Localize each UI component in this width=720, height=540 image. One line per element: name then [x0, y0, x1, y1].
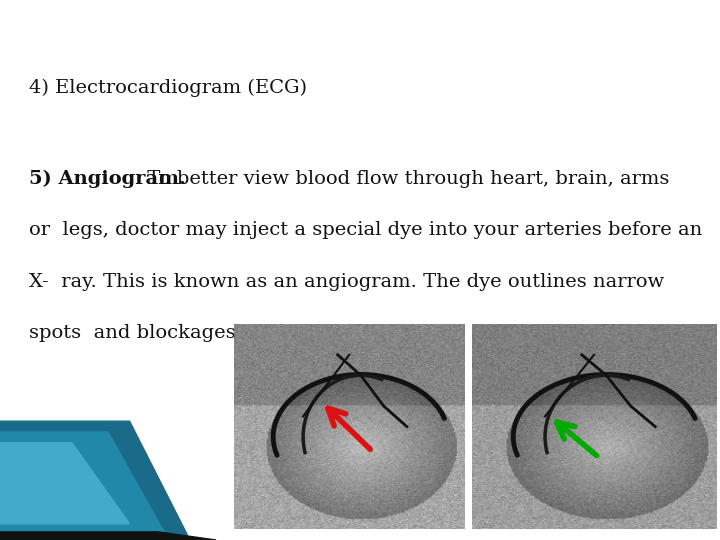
Text: To better view blood flow through heart, brain, arms: To better view blood flow through heart,… — [141, 170, 670, 188]
Polygon shape — [0, 421, 187, 540]
Text: 5) Angiogram.: 5) Angiogram. — [29, 170, 186, 188]
Text: 4) Electrocardiogram (ECG): 4) Electrocardiogram (ECG) — [29, 78, 307, 97]
Text: or  legs, doctor may inject a special dye into your arteries before an: or legs, doctor may inject a special dye… — [29, 221, 702, 239]
Text: spots  and blockages on the X-ray images.: spots and blockages on the X-ray images. — [29, 324, 445, 342]
Polygon shape — [0, 532, 216, 540]
Polygon shape — [0, 432, 166, 535]
Polygon shape — [0, 443, 130, 524]
Text: X-  ray. This is known as an angiogram. The dye outlines narrow: X- ray. This is known as an angiogram. T… — [29, 273, 664, 291]
